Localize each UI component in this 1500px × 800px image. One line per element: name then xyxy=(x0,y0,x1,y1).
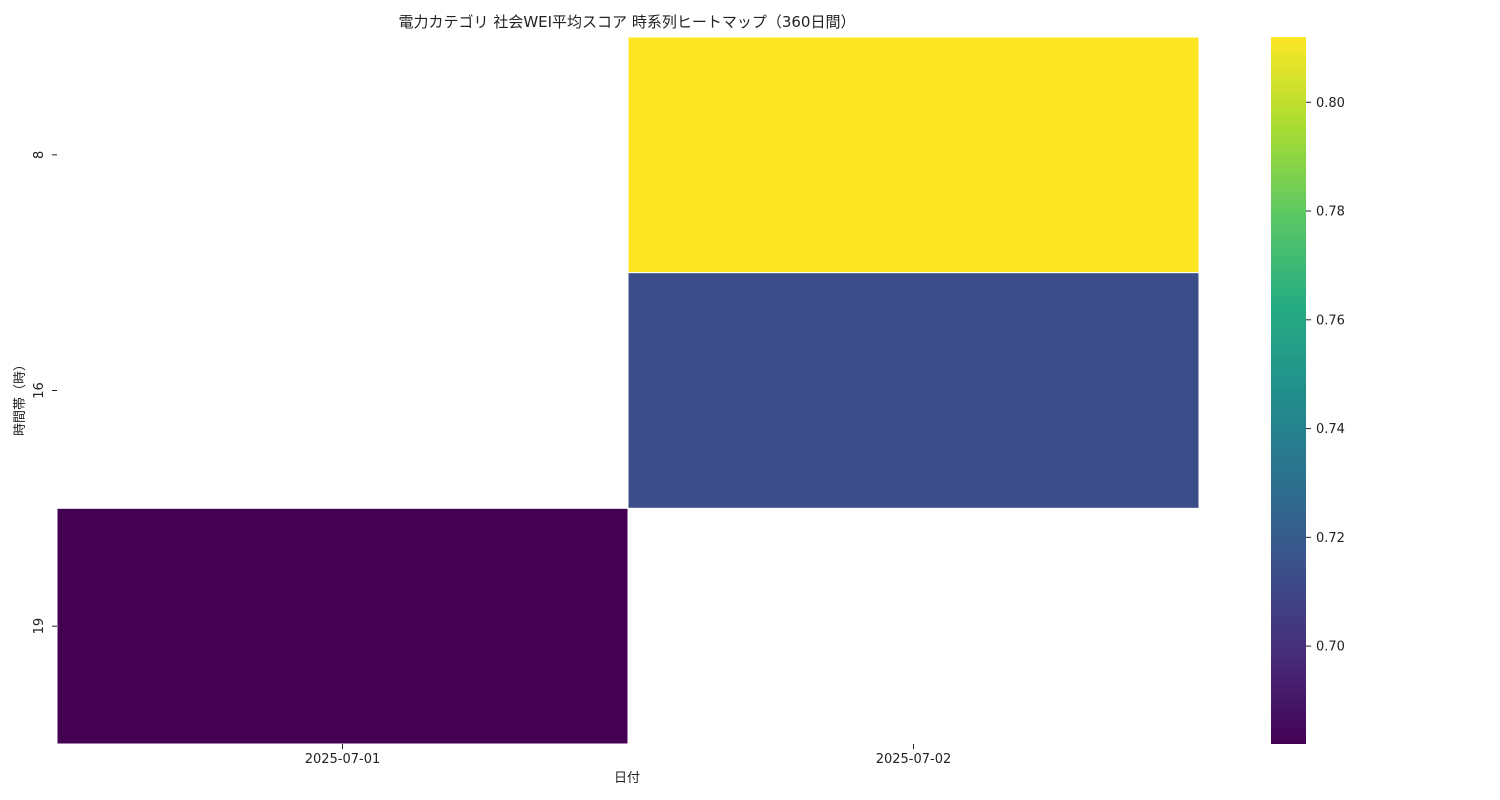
colorbar xyxy=(1271,37,1306,744)
colorbar-tick-label: 0.74 xyxy=(1316,422,1345,437)
colorbar-tick-label: 0.78 xyxy=(1316,205,1345,220)
heatmap-cell xyxy=(627,36,1200,274)
x-axis-ticks: 2025-07-01 2025-07-02 xyxy=(305,744,952,767)
x-tick-label: 2025-07-01 xyxy=(305,752,381,767)
colorbar-tick-label: 0.70 xyxy=(1316,640,1345,655)
x-tick-label: 2025-07-02 xyxy=(876,752,952,767)
y-tick-label: 19 xyxy=(32,618,47,635)
y-tick-label: 8 xyxy=(32,151,47,159)
heatmap-cell xyxy=(56,507,629,745)
y-axis-ticks: 8 16 19 xyxy=(32,151,57,635)
y-axis-label: 時間帯（時） xyxy=(13,358,28,436)
x-axis-label: 日付 xyxy=(614,771,640,786)
colorbar-tick-label: 0.72 xyxy=(1316,531,1345,546)
chart-title: 電力カテゴリ 社会WEI平均スコア 時系列ヒートマップ（360日間） xyxy=(399,13,856,31)
heatmap-cells xyxy=(56,36,1200,745)
heatmap-cell xyxy=(627,272,1200,509)
colorbar-tick-label: 0.76 xyxy=(1316,313,1345,328)
colorbar-ticks: 0.70 0.72 0.74 0.76 0.78 0.80 xyxy=(1306,96,1345,655)
colorbar-tick-label: 0.80 xyxy=(1316,96,1345,111)
y-tick-label: 16 xyxy=(32,382,47,399)
